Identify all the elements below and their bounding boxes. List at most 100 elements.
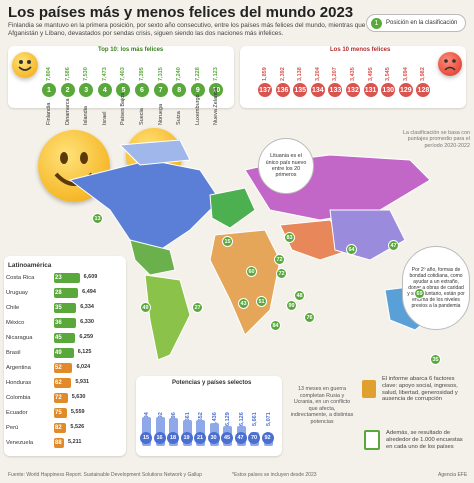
powers-rank: 18: [167, 432, 179, 444]
map-rank-marker: 51: [256, 296, 267, 307]
latam-rank: 62: [55, 380, 62, 386]
bottom10-rank: 128: [416, 83, 431, 97]
latam-country: Argentina: [6, 365, 31, 371]
latam-bar: [54, 438, 64, 448]
top10-country: Dinamarca: [64, 98, 71, 125]
top10-score: 7,804: [46, 67, 52, 81]
bottom10-score: 3,138: [297, 67, 304, 81]
bottom10-panel: [240, 46, 466, 108]
latam-row: Ecuador 75 5,559: [4, 407, 120, 421]
latam-bar: [54, 333, 76, 343]
map-rank-marker: 35: [430, 354, 441, 365]
latam-score: 5,526: [70, 424, 85, 430]
top10-rank: 5: [116, 83, 131, 97]
powers-rank: 45: [221, 432, 233, 444]
powers-rank: 21: [194, 432, 206, 444]
map-rank-marker: 72: [276, 268, 287, 279]
bottom10-rank: 133: [328, 83, 343, 97]
top10-score: 7,315: [157, 67, 164, 81]
kindness-bubble: Por 2º año, formas de bondad cotidiana, …: [402, 246, 470, 330]
top10-score: 7,240: [176, 67, 183, 81]
report-icon: [362, 380, 376, 398]
powers-rank: 92: [261, 432, 274, 444]
top10-country: Países Bajos: [120, 92, 127, 125]
top10-country: Suiza: [176, 111, 183, 125]
top10-score: 7,403: [120, 67, 127, 81]
top10-country: Islandia: [83, 106, 90, 125]
latam-score: 6,024: [76, 364, 91, 370]
latam-country: Honduras: [6, 380, 32, 386]
latam-header: Latinoamérica: [8, 262, 52, 269]
latam-row: Perú 82 5,526: [4, 422, 120, 436]
latam-bar: [54, 393, 68, 403]
info-factors: El informe abarca 6 factores clave: apoy…: [382, 376, 458, 403]
bottom10-columns: 1,859 137 2,392 136 3,138 135 3,204 134 3,207 133…: [258, 57, 438, 107]
top10-country: Luxemburgo: [194, 94, 201, 125]
latam-rank: 28: [55, 290, 62, 296]
latam-score: 5,931: [75, 379, 90, 385]
top10-panel: [8, 46, 234, 108]
survey-clipboard-icon: [364, 430, 380, 450]
map-rank-marker: 13: [92, 213, 103, 224]
bottom10-score: 2,392: [279, 67, 286, 81]
latam-bar: [54, 423, 67, 433]
bottom10-score: 3,207: [332, 67, 339, 81]
page-subtitle: Finlandia se mantuvo en la primera posic…: [8, 22, 366, 37]
latam-score: 6,494: [82, 289, 96, 295]
bottom10-rank: 131: [363, 83, 378, 97]
latam-rank: 45: [55, 335, 62, 341]
sad-face-features-icon: [444, 59, 456, 71]
latam-row: Costa Rica 23 6,609: [4, 272, 120, 286]
latam-country: Venezuela: [6, 440, 34, 446]
top10-country: Israel: [101, 111, 108, 125]
latam-score: 5,630: [71, 394, 86, 400]
powers-score: 5,071: [265, 412, 272, 426]
bottom10-rank: 137: [258, 83, 272, 97]
method-note: La clasificación se basa con puntajes pr…: [402, 130, 470, 149]
bottom10-rank: 135: [293, 83, 308, 97]
latam-row: Venezuela 88 5,211: [4, 437, 120, 451]
latam-bar: [54, 408, 67, 418]
latam-rank: 72: [55, 395, 62, 401]
latam-row: Colombia 72 5,630: [4, 392, 120, 406]
latam-bar: [54, 348, 74, 358]
map-rank-marker: 47: [388, 240, 399, 251]
top10-score: 7,586: [64, 67, 71, 81]
latam-score: 5,211: [68, 439, 82, 445]
latam-rank: 23: [55, 275, 62, 281]
powers-note: 13 meses en guerra completan Rusia y Ucr…: [290, 386, 354, 425]
sad-face-icon: [438, 52, 462, 76]
lithuania-bubble: Lituania es el único país nuevo entre lo…: [258, 138, 314, 194]
latam-row: Nicaragua 45 6,259: [4, 332, 120, 346]
top10-rank: 1: [42, 83, 56, 97]
latam-country: Ecuador: [6, 410, 28, 416]
latam-score: 5,559: [70, 409, 85, 415]
top10-rank: 9: [190, 83, 205, 97]
powers-rank: 30: [207, 432, 220, 444]
map-rank-marker: 27: [192, 302, 203, 313]
powers-header: Potencias y países selectos: [172, 380, 252, 386]
bottom10-score: 3,545: [385, 67, 392, 81]
latam-row: Brasil 49 6,125: [4, 347, 120, 361]
legend: 1 Posición en la clasificación: [366, 14, 466, 32]
map-rank-marker: 72: [274, 254, 285, 265]
latam-bar: [54, 288, 79, 298]
bottom10-score: 1,859: [262, 67, 268, 81]
map-rank-marker: 76: [304, 312, 315, 323]
map-rank-marker: 64: [346, 244, 357, 255]
page-title: Los países más y menos felices del mundo…: [8, 4, 354, 21]
bottom10-rank: 130: [381, 83, 396, 97]
latam-country: Chile: [6, 305, 20, 311]
latam-bar: [54, 303, 77, 313]
bottom10-score: 3,694: [402, 67, 409, 81]
top10-score: 7,395: [139, 67, 145, 81]
latam-country: Perú: [6, 425, 19, 431]
powers-score: 5,661: [252, 412, 258, 426]
latam-rank: 82: [55, 425, 62, 431]
latam-row: Chile 35 6,334: [4, 302, 120, 316]
top10-score: 7,123: [213, 67, 220, 81]
top10-rank: 7: [153, 83, 168, 97]
footer-note: *Estos países se incluyen desde 2023: [232, 472, 317, 478]
latam-country: Costa Rica: [6, 275, 35, 281]
bottom10-score: 3,204: [314, 67, 321, 81]
